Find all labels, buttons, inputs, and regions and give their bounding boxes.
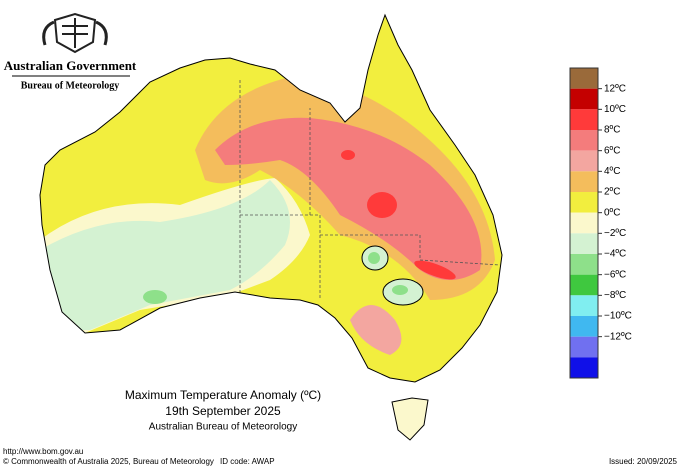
map-source: Australian Bureau of Meteorology: [149, 422, 297, 433]
coastline: [39, 13, 503, 383]
legend-label: −4ºC: [604, 249, 626, 260]
footer-url: http://www.bom.gov.au: [3, 447, 83, 456]
legend-label: 10ºC: [604, 104, 626, 115]
legend-label: 4ºC: [604, 166, 620, 177]
legend-swatch: [570, 88, 598, 110]
legend-swatch: [570, 212, 598, 234]
legend-swatch: [570, 171, 598, 192]
legend-swatch: [570, 336, 598, 358]
legend-label: −12ºC: [604, 331, 632, 342]
legend-label: −8ºC: [604, 290, 626, 301]
footer-copyright: © Commonwealth of Australia 2025, Bureau…: [3, 457, 214, 466]
agency: Bureau of Meteorology: [21, 80, 120, 91]
map-title: Maximum Temperature Anomaly (ºC): [125, 388, 321, 402]
legend-swatch: [570, 254, 598, 275]
legend-label: 12ºC: [604, 83, 626, 94]
legend-label: 6ºC: [604, 145, 620, 156]
tasmania: [391, 397, 429, 441]
legend-swatch: [570, 192, 598, 213]
legend-border: [569, 67, 599, 379]
legend-label: −2ºC: [604, 228, 626, 239]
legend-swatch: [570, 233, 598, 254]
legend-label: −10ºC: [604, 311, 632, 322]
legend-swatch: [570, 295, 598, 316]
map-date: 19th September 2025: [165, 404, 281, 418]
legend-label: 0ºC: [604, 207, 620, 218]
government: Australian Government: [4, 58, 137, 73]
legend: 12ºC 10ºC 8ºC 6ºC 4ºC 2ºC 0ºC −2ºC −4ºC −6ºC −8ºC −…: [569, 67, 632, 379]
logo: [42, 12, 108, 54]
footer-id: ID code: AWAP: [220, 457, 275, 466]
legend-swatch: [570, 130, 598, 151]
footer-issued: Issued: 20/09/2025: [609, 457, 678, 466]
legend-swatch: [570, 274, 598, 296]
legend-swatch: [570, 68, 598, 89]
legend-swatch: [570, 357, 598, 378]
legend-label: 2ºC: [604, 187, 620, 198]
legend-label: −6ºC: [604, 269, 626, 280]
legend-swatch: [570, 316, 598, 337]
legend-swatch: [570, 109, 598, 130]
legend-swatch: [570, 150, 598, 172]
legend-label: 8ºC: [604, 125, 620, 136]
